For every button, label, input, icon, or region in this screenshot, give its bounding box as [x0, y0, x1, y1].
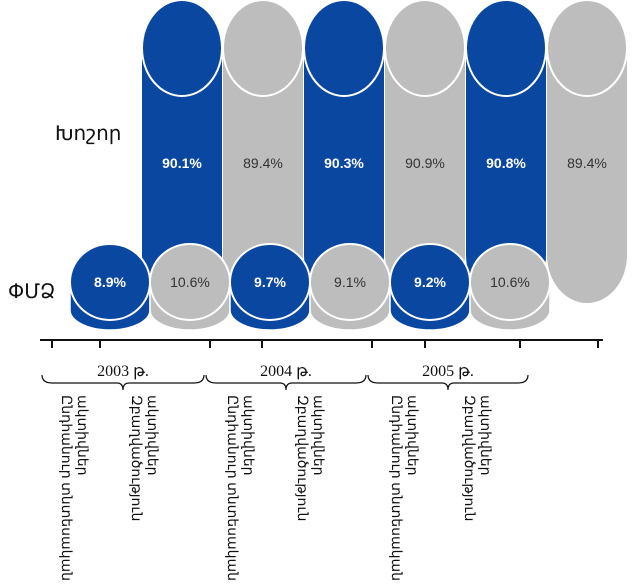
row-label-small: ՓՄՁ	[8, 281, 55, 303]
large-bar-top	[141, 0, 223, 97]
small-bar-1-0	[229, 243, 311, 331]
large-value-label: 90.9%	[405, 155, 445, 171]
small-value-label: 10.6%	[170, 274, 210, 290]
row-label-large: Խոշոր	[55, 123, 121, 145]
small-value-label: 8.9%	[94, 274, 126, 290]
category-label: ակտիվներ	[144, 395, 159, 476]
small-value-label: 9.2%	[414, 274, 446, 290]
category-label: Ընդհանուր տնտեսական	[224, 395, 239, 581]
category-label: ակտիվներ	[74, 395, 89, 476]
category-labels: Ընդհանուր տնտեսական ակտիվներ Զբաղվածությու…	[58, 395, 492, 581]
large-bar-top	[222, 0, 304, 97]
large-cylinders	[141, 0, 628, 303]
large-value-label: 89.4%	[567, 155, 607, 171]
category-label: Զբաղվածություն	[128, 395, 143, 521]
small-bar-top	[469, 243, 551, 321]
large-bar-body	[142, 48, 222, 303]
small-value-label: 9.1%	[334, 274, 366, 290]
large-bar-body	[385, 48, 465, 303]
value-labels: 90.1% 8.9% 89.4% 10.6% 90.3% 9.7% 90.9% 9.1% 90.…	[94, 155, 607, 290]
small-bar-1-1	[309, 243, 391, 331]
small-cylinders	[69, 243, 551, 331]
large-bar-body	[547, 48, 627, 303]
year-label: 2005 թ.	[422, 363, 474, 380]
large-value-label: 90.3%	[324, 155, 364, 171]
category-label: Ընդհանուր տնտեսական	[58, 395, 73, 581]
large-value-label: 90.8%	[486, 155, 526, 171]
large-bar-body	[223, 48, 303, 303]
category-label: Զբաղվածություն	[294, 395, 309, 521]
axis-ticks	[51, 340, 599, 348]
year-brace	[41, 374, 205, 391]
category-label: Ընդհանուր տնտեսական	[388, 395, 403, 581]
small-bar-0-0	[69, 243, 151, 331]
large-bar-body	[466, 48, 546, 303]
year-label: 2004 թ.	[260, 363, 312, 380]
large-bar-0-1	[222, 0, 304, 303]
year-label: 2003 թ.	[97, 363, 149, 380]
large-bar-body	[304, 48, 384, 303]
category-label: ակտիվներ	[404, 395, 419, 476]
category-label: ակտիվներ	[477, 395, 492, 476]
year-braces: 2003 թ. 2004 թ. 2005 թ.	[41, 363, 529, 391]
category-label: Զբաղվածություն	[461, 395, 476, 521]
large-bar-2-0	[465, 0, 547, 303]
large-bar-2-1	[546, 0, 628, 303]
small-bar-0-1	[149, 243, 231, 331]
small-bar-2-0	[389, 243, 471, 331]
large-bar-1-1	[384, 0, 466, 303]
category-label: ակտիվներ	[310, 395, 325, 476]
category-label: ակտիվներ	[240, 395, 255, 476]
large-bar-top	[384, 0, 466, 97]
large-value-label: 89.4%	[243, 155, 283, 171]
small-value-label: 9.7%	[254, 274, 286, 290]
large-bar-top	[546, 0, 628, 97]
small-bar-2-1	[469, 243, 551, 331]
large-value-label: 90.1%	[162, 155, 202, 171]
year-brace	[367, 374, 529, 391]
large-bar-top	[303, 0, 385, 97]
small-value-label: 10.6%	[490, 274, 530, 290]
large-bar-top	[465, 0, 547, 97]
year-brace	[205, 374, 367, 391]
large-bar-0-0	[141, 0, 223, 303]
